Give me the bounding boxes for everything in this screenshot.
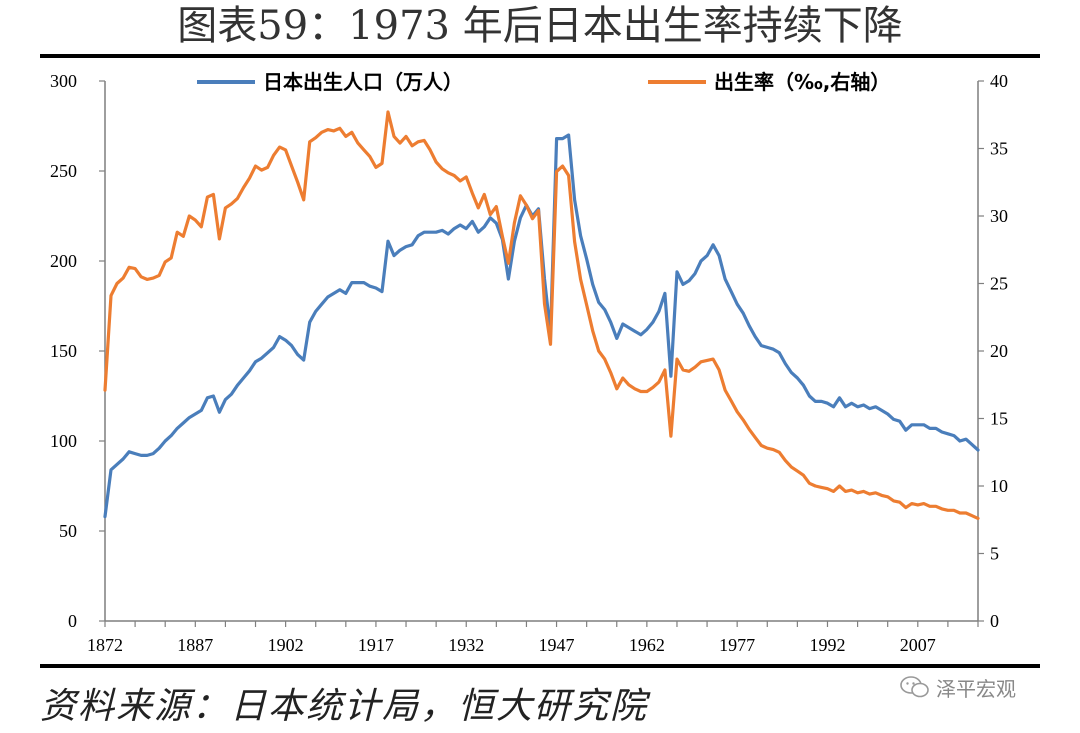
x-tick-label: 1947: [539, 635, 575, 655]
x-tick-label: 1887: [177, 635, 213, 655]
left-tick-label: 150: [50, 341, 77, 361]
birth-population-line: [103, 133, 980, 519]
left-axis-ticks: 0 50 100 150 200 250 300: [50, 71, 105, 631]
right-tick-label: 25: [990, 274, 1008, 294]
watermark-text: 泽平宏观: [936, 676, 1016, 701]
x-tick-label: 2007: [900, 635, 936, 655]
right-tick-label: 15: [990, 409, 1008, 429]
top-rule: [40, 54, 1040, 58]
chart: 0 50 100 150 200 250 300 0 5 10 15 20 25 30 35 40 1872…: [50, 70, 1008, 655]
left-tick-label: 250: [50, 161, 77, 181]
right-tick-label: 0: [990, 611, 999, 631]
legend-label: 出生率（‰,右轴）: [714, 70, 890, 94]
x-tick-label: 1872: [87, 635, 123, 655]
left-tick-label: 0: [68, 611, 77, 631]
x-tick-label: 1977: [719, 635, 755, 655]
x-tick-label: 1992: [809, 635, 845, 655]
x-axis-ticks: 1872 1887 1902 1917 1932 1947 1962 1977 1992 2007: [87, 621, 979, 655]
x-tick-label: 1917: [358, 635, 394, 655]
left-tick-label: 200: [50, 251, 77, 271]
right-tick-label: 10: [990, 476, 1008, 496]
source-note: 资料来源：日本统计局，恒大研究院: [40, 686, 649, 727]
chart-title: 图表59：1973 年后日本出生率持续下降: [177, 3, 903, 49]
right-tick-label: 40: [990, 71, 1008, 91]
right-tick-label: 20: [990, 341, 1008, 361]
x-tick-label: 1932: [448, 635, 484, 655]
left-tick-label: 300: [50, 71, 77, 91]
legend-label: 日本出生人口（万人）: [263, 70, 463, 94]
right-tick-label: 30: [990, 206, 1008, 226]
series-lines: [103, 110, 980, 520]
left-tick-label: 50: [59, 521, 77, 541]
axes: [104, 81, 979, 622]
bottom-rule: [40, 664, 1040, 668]
x-tick-label: 1962: [629, 635, 665, 655]
wechat-icon: [900, 676, 929, 698]
right-tick-label: 35: [990, 139, 1008, 159]
legend: 日本出生人口（万人） 出生率（‰,右轴）: [197, 70, 890, 94]
right-tick-label: 5: [990, 544, 999, 564]
left-tick-label: 100: [50, 431, 77, 451]
watermark: 泽平宏观: [900, 669, 1016, 705]
birth-rate-line: [103, 110, 980, 520]
right-axis-ticks: 0 5 10 15 20 25 30 35 40: [978, 71, 1008, 631]
x-tick-label: 1902: [268, 635, 304, 655]
